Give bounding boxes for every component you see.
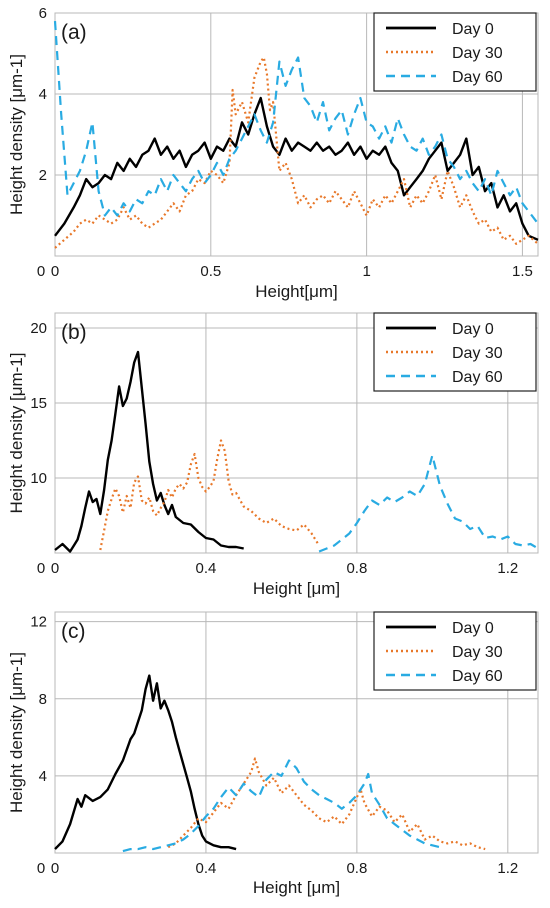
y-tick-label: 10: [30, 470, 47, 487]
legend-label: Day 0: [452, 21, 494, 38]
series-line-day-0: [54, 96, 539, 241]
series-line-day-60: [122, 759, 441, 853]
legend-label: Day 60: [452, 369, 503, 386]
panel-label: (c): [61, 620, 86, 643]
legend-label: Day 60: [452, 69, 503, 86]
chart-panel-2: 0 0.4 0.8 1.2 10 15 20 0 Height [μm] Height densi…: [7, 312, 539, 598]
series-line-day-60: [318, 454, 539, 553]
y-tick-label: 12: [30, 614, 47, 631]
y-tick-label: 20: [30, 320, 47, 337]
panel-label: (a): [61, 21, 87, 44]
y-axis-label: Height density [μm-1]: [7, 652, 26, 813]
x-tick-label: 0.8: [346, 860, 367, 877]
legend: Day 0 Day 30 Day 60: [373, 611, 537, 691]
x-tick-label: 1.2: [497, 560, 518, 577]
legend-label: Day 30: [452, 45, 503, 62]
legend-label: Day 0: [452, 321, 494, 338]
chart-panel-3: 0 0.4 0.8 1.2 4 8 12 0 Height [μm] Height density…: [7, 611, 539, 897]
x-tick-label: 0: [51, 860, 59, 877]
chart-panel-1: 0 0.5 1 1.5 2 4 6 0 Height[μm] Height density [μm…: [7, 5, 539, 301]
y-tick-label: 2: [39, 167, 47, 184]
legend: Day 0 Day 30 Day 60: [373, 312, 537, 392]
series-line-day-30: [167, 757, 486, 851]
x-tick-label: 0: [51, 560, 59, 577]
x-tick-label: 1: [362, 263, 370, 280]
x-tick-label: 0.4: [196, 860, 217, 877]
x-tick-label: 0.4: [196, 560, 217, 577]
y-axis-label: Height density [μm-1]: [7, 54, 26, 215]
legend-label: Day 0: [452, 620, 494, 637]
series-line-day-0: [54, 674, 237, 851]
x-axis-label: Height [μm]: [253, 579, 340, 598]
y-tick-label: 4: [39, 768, 47, 785]
origin-tick-label: 0: [37, 560, 45, 577]
series-line-day-0: [54, 350, 244, 553]
y-tick-label: 4: [39, 86, 47, 103]
series-line-day-30: [99, 439, 321, 551]
y-tick-label: 15: [30, 395, 47, 412]
origin-tick-label: 0: [37, 263, 45, 280]
legend-label: Day 60: [452, 668, 503, 685]
plot-area: [54, 312, 539, 554]
panel-label: (b): [61, 321, 87, 344]
origin-tick-label: 0: [37, 860, 45, 877]
x-tick-label: 0.5: [200, 263, 221, 280]
x-tick-label: 1.5: [512, 263, 533, 280]
plot-area: [54, 611, 539, 854]
legend-label: Day 30: [452, 345, 503, 362]
x-axis-label: Height [μm]: [253, 878, 340, 897]
x-tick-label: 0: [51, 263, 59, 280]
x-axis-label: Height[μm]: [255, 282, 338, 301]
y-tick-label: 6: [39, 5, 47, 22]
y-tick-label: 8: [39, 691, 47, 708]
legend: Day 0 Day 30 Day 60: [373, 12, 537, 92]
legend-label: Day 30: [452, 644, 503, 661]
x-tick-label: 0.8: [346, 560, 367, 577]
y-axis-label: Height density [μm-1]: [7, 353, 26, 514]
x-tick-label: 1.2: [497, 860, 518, 877]
plot-area: [54, 12, 539, 257]
